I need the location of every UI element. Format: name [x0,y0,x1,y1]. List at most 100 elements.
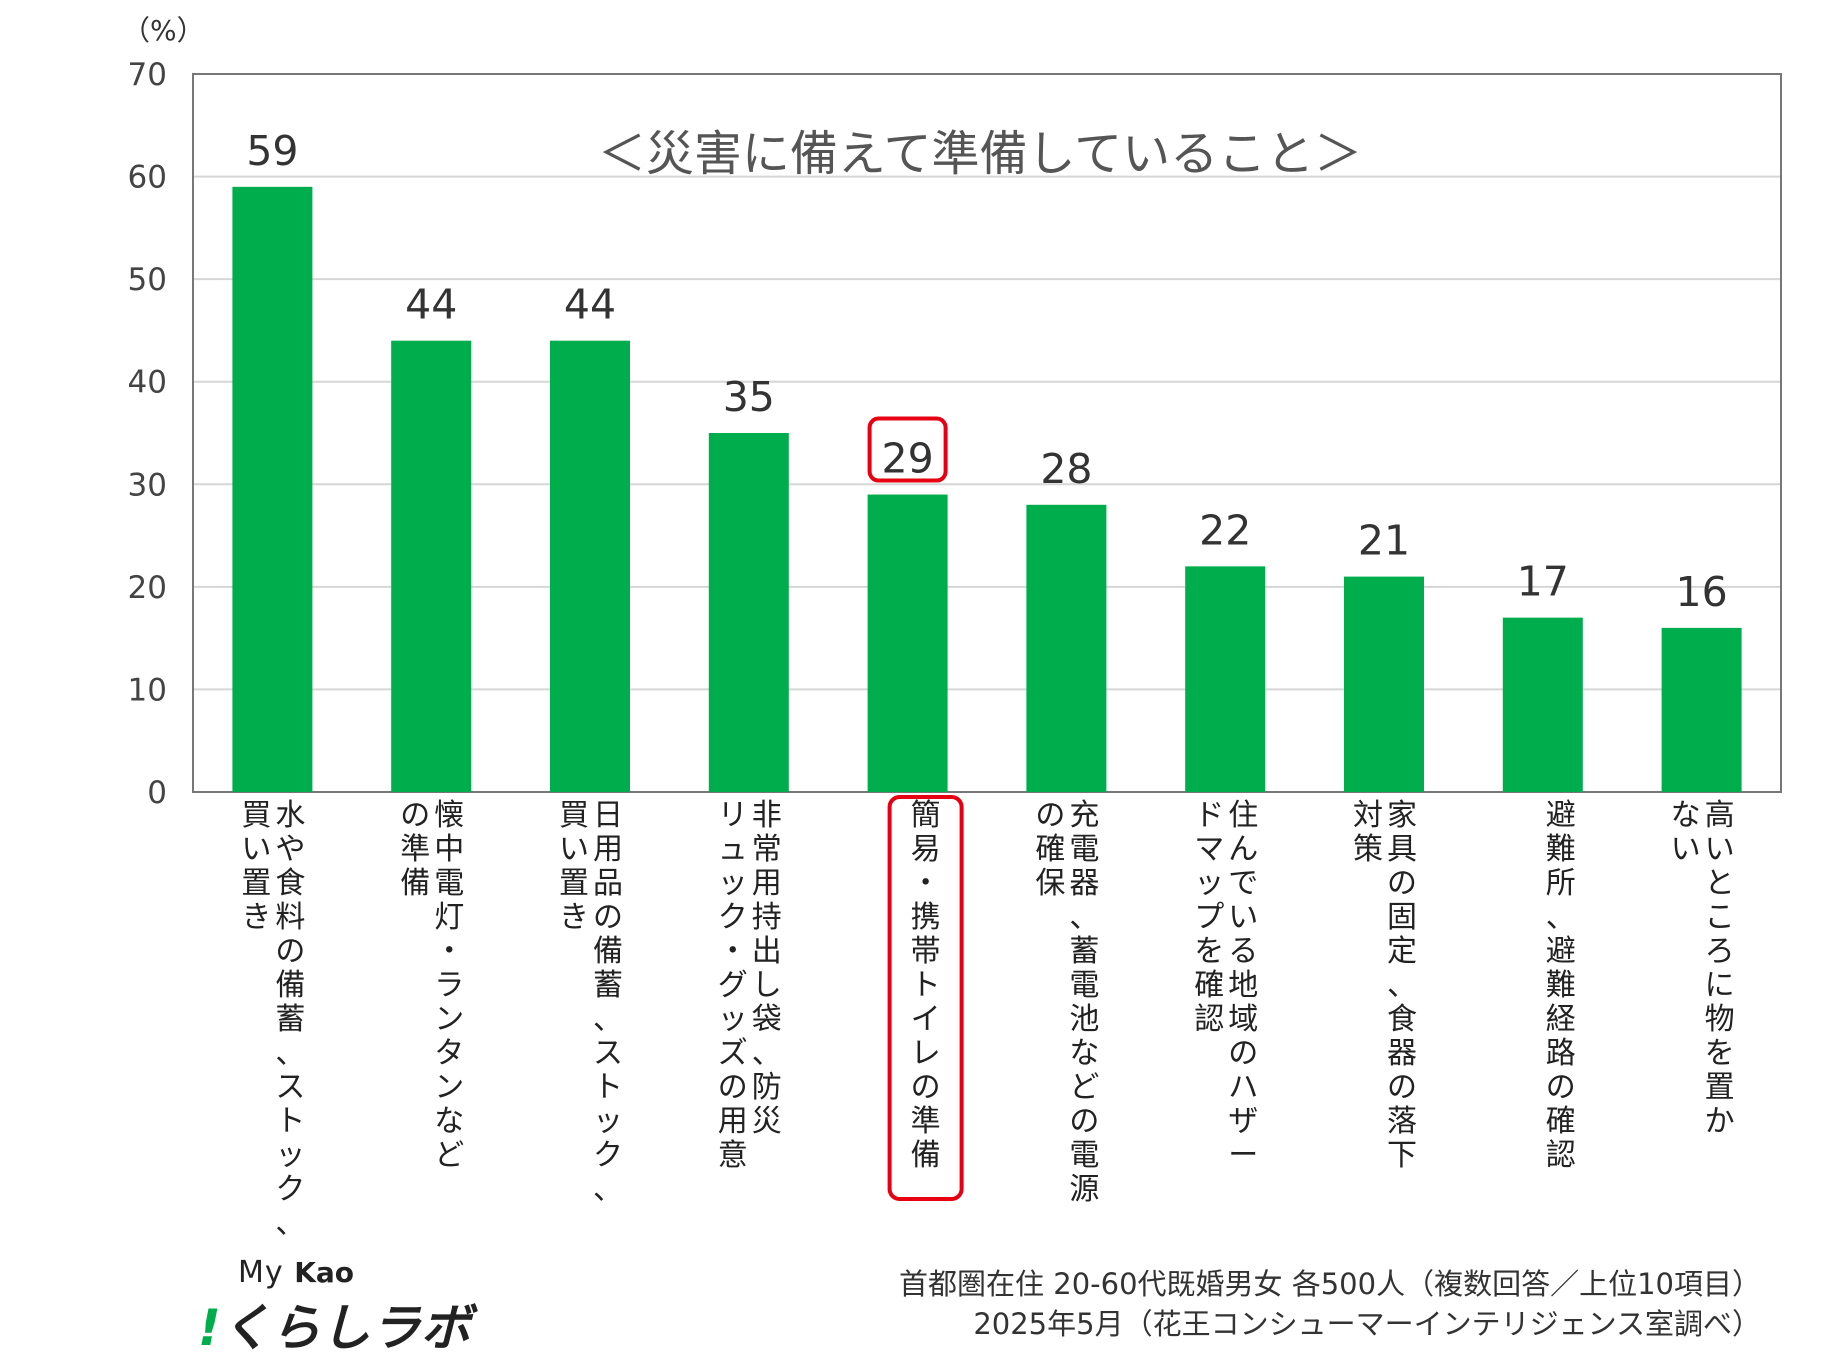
category-label-char: ク [718,900,748,935]
category-label: 対策 [1353,798,1383,867]
category-label-char: の [275,934,305,969]
value-label: 44 [564,281,616,329]
category-label-char: 住 [1228,798,1258,833]
category-label: 充電器、蓄電池などの電源 [1069,798,1099,1207]
category-label-char: 家 [1387,798,1417,833]
category-label-char: 備 [911,1138,941,1173]
y-axis: 70 60 50 40 30 20 10 0 [128,57,167,811]
category-label-char: 備 [593,934,623,969]
category-label-char: ハ [1228,1070,1258,1105]
category-label-char: 下 [1387,1138,1417,1173]
bar [1503,618,1583,792]
category-label-char: 電 [1069,1138,1099,1173]
category-label-char: 置 [1705,1070,1735,1105]
category-label: 買い置き [241,798,271,935]
category-label-char: 定 [1387,934,1417,969]
category-label-char: タ [434,1036,464,1071]
category-label-char: 避 [1546,798,1576,833]
category-label-char: ッ [593,1104,623,1139]
category-label: ない [1671,798,1701,867]
category-label-char: を [1194,934,1224,969]
logo-my-text: My [238,1255,284,1290]
category-label-char: 、 [1546,900,1576,935]
category-label-char: 物 [1705,1002,1735,1037]
category-label-char: 、 [593,1002,623,1037]
category-label-char: 器 [1387,1036,1417,1071]
value-label: 16 [1676,568,1728,616]
category-label-char: 域 [1228,1002,1258,1037]
category-label: 懐中電灯・ランタンなど [434,798,464,1173]
y-tick-label: 60 [128,160,167,196]
category-label-char: き [241,900,271,935]
value-label: 22 [1199,506,1251,554]
category-label-char: い [1671,832,1701,867]
value-label: 59 [246,127,298,175]
category-label-char: の [400,798,430,833]
category-label-char: に [1705,968,1735,1003]
category-label-char: ン [434,1002,464,1037]
category-label-char: 認 [1194,1002,1224,1037]
category-label-char: 対 [1353,798,1383,833]
y-tick-label: 40 [128,365,167,401]
category-label-char: ラ [434,968,464,1003]
category-label-char: の [593,900,623,935]
category-label-char: 食 [275,866,305,901]
logo-my-kao: My Kao [238,1255,354,1290]
logo-kao-text: Kao [294,1256,354,1289]
bar [1026,505,1106,792]
category-label-char: 備 [275,968,305,1003]
category-label-char: 懐 [434,798,464,833]
bar [1344,577,1424,792]
category-label-char: 固 [1387,900,1417,935]
category-label-char: 置 [559,866,589,901]
category-label-char: の [718,1070,748,1105]
category-label-char: し [752,968,782,1003]
category-label-char: 災 [752,1104,782,1139]
value-label: 21 [1358,517,1410,565]
category-label-char: 確 [1035,832,1065,867]
category-label-char: ン [434,1070,464,1105]
category-label: 家具の固定、食器の落下 [1387,798,1417,1173]
category-label-char: ど [434,1138,464,1173]
bar [232,187,312,792]
category-label-char: 蓄 [593,968,623,1003]
category-label-char: い [1705,832,1735,867]
category-label-char: 避 [1546,934,1576,969]
category-label-char: 確 [1194,968,1224,1003]
footnote: 首都圏在住 20-60代既婚男女 各500人（複数回答／上位10項目） 2025… [899,1264,1761,1344]
category-label-char: 蓄 [1069,934,1099,969]
category-label-char: ど [1069,1070,1099,1105]
category-label-char: 防 [752,1070,782,1105]
category-label-char: ん [1228,832,1258,867]
category-label: 避難所、避難経路の確認 [1546,798,1576,1173]
category-label-char: 策 [1353,832,1383,867]
category-label-char: な [434,1104,464,1139]
category-label-char: ッ [718,1002,748,1037]
category-label-char: 準 [911,1104,941,1139]
category-label-char: 食 [1387,1002,1417,1037]
category-label-char: い [1228,900,1258,935]
category-label-char: い [241,832,271,867]
bar [1662,628,1742,792]
category-label-char: 水 [275,798,305,833]
category-label-char: 非 [752,798,782,833]
category-label-char: と [1705,866,1735,901]
category-label-char: ・ [718,934,748,969]
y-tick-label: 10 [128,672,167,708]
category-label-char: 落 [1387,1104,1417,1139]
category-label-char: る [1228,934,1258,969]
category-label-char: な [1069,1036,1099,1071]
category-label: の確保 [1035,798,1065,901]
category-label-char: ー [1228,1138,1258,1173]
category-label-char: ッ [718,866,748,901]
category-label-char: マ [1194,832,1224,867]
category-label-char: 料 [275,900,305,935]
value-label: 44 [405,281,457,329]
category-label: の準備 [400,798,430,901]
category-label-char: 中 [434,832,464,867]
category-label-char: や [275,832,305,867]
category-label-char: 、 [752,1036,782,1071]
category-label-char: ッ [1194,866,1224,901]
bar-chart: 70 60 50 40 30 20 10 0 （%） ＜災害に備えて準備していること＞ 59 4… [0,0,1821,1250]
